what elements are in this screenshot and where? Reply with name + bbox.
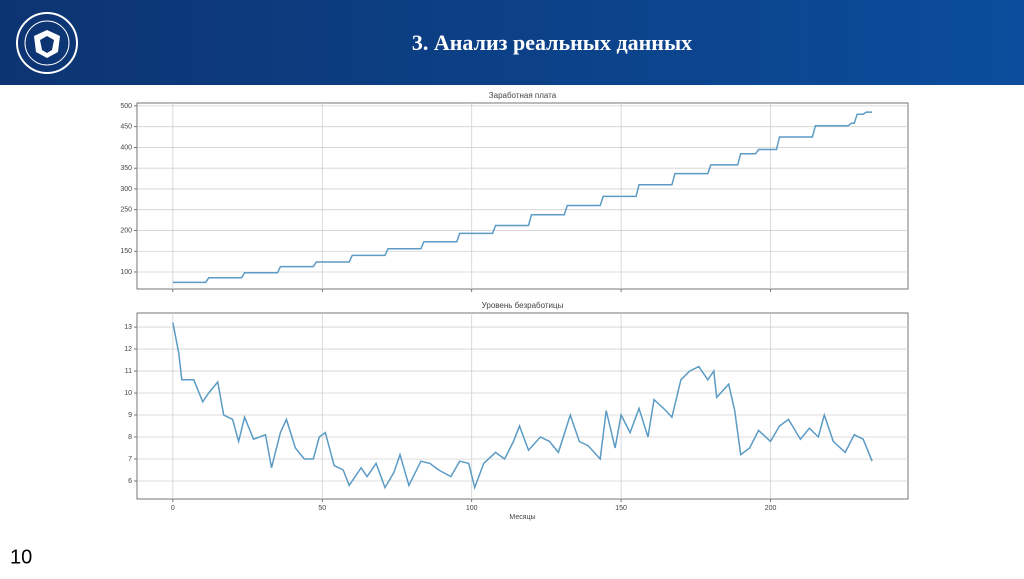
y-tick-label: 9 — [128, 412, 132, 419]
plot-area — [136, 312, 909, 500]
y-tick-label: 250 — [120, 207, 132, 214]
y-tick-label: 500 — [120, 103, 132, 110]
x-tick-label: 150 — [615, 505, 627, 512]
logo — [16, 12, 78, 74]
page-number: 10 — [10, 546, 32, 568]
y-tick-label: 13 — [124, 324, 132, 331]
header-bar — [0, 0, 1024, 85]
y-tick-label: 8 — [128, 434, 132, 441]
y-tick-label: 12 — [124, 346, 132, 353]
y-tick-label: 11 — [125, 368, 132, 375]
y-tick-label: 200 — [120, 227, 132, 234]
y-tick-label: 300 — [120, 186, 132, 193]
x-tick-label: 200 — [765, 505, 777, 512]
plot-area — [136, 102, 909, 290]
y-tick-label: 450 — [120, 124, 132, 131]
data-line — [172, 322, 873, 491]
y-tick-label: 6 — [128, 478, 132, 485]
chart-title: Уровень безработицы — [482, 301, 564, 310]
y-tick-label: 10 — [124, 390, 132, 397]
chart-title: Заработная плата — [489, 91, 557, 100]
y-tick-label: 350 — [120, 165, 132, 172]
y-tick-label: 150 — [120, 248, 132, 255]
y-tick-label: 400 — [120, 144, 132, 151]
slide-title: 3. Анализ реальных данных — [412, 30, 692, 55]
y-tick-label: 7 — [128, 456, 132, 463]
x-tick-label: 50 — [318, 505, 326, 512]
data-line — [172, 111, 873, 284]
x-tick-label: 100 — [466, 505, 478, 512]
x-axis-label: Месяцы — [509, 514, 535, 521]
y-tick-label: 100 — [120, 269, 132, 276]
x-tick-label: 0 — [171, 505, 175, 512]
